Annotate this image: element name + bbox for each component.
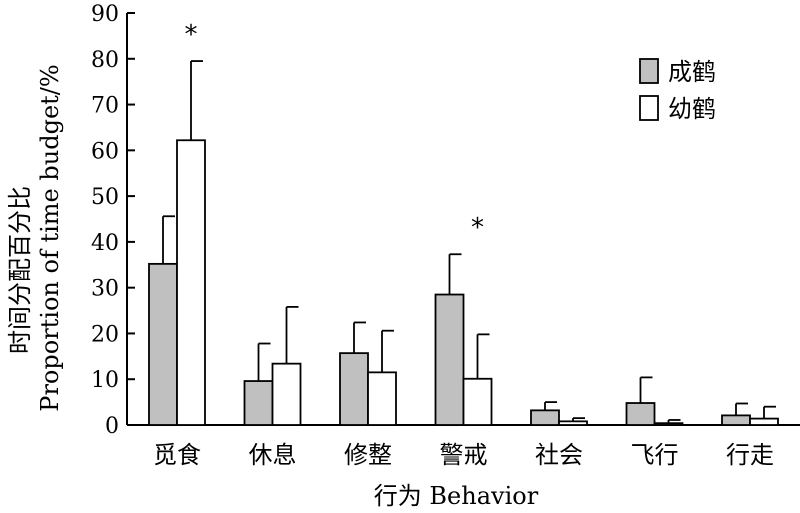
x-axis-title: 行为 Behavior <box>374 482 539 510</box>
y-axis-title-en-group: Proportion of time budget/% <box>36 64 64 411</box>
y-tick-label: 90 <box>91 2 119 27</box>
y-tick-label: 40 <box>91 231 119 256</box>
bar <box>367 371 397 426</box>
category-label: 飞行 <box>631 441 679 469</box>
bar <box>721 414 751 426</box>
bar <box>462 377 493 426</box>
y-tick-label: 20 <box>91 322 119 347</box>
legend-swatch <box>639 95 659 121</box>
category-label: 觅食 <box>153 441 201 469</box>
y-axis-title-en: Proportion of time budget/% <box>36 64 64 411</box>
y-tick-label: 0 <box>105 414 119 439</box>
bar <box>176 139 206 426</box>
y-axis-ticks: 0 10 20 30 40 50 60 70 80 90 <box>91 2 135 439</box>
bar <box>749 417 779 426</box>
legend-label: 幼鹤 <box>668 95 716 123</box>
bars: ** <box>148 20 779 426</box>
y-axis-title-group: 时间分配百分比 <box>6 186 34 354</box>
category-label: 社会 <box>535 441 583 469</box>
y-tick-label: 10 <box>91 368 119 393</box>
bar <box>339 352 369 426</box>
category-label: 行走 <box>726 441 774 469</box>
bar <box>434 293 465 426</box>
y-tick-label: 60 <box>91 139 119 164</box>
category-label: 修整 <box>344 441 392 469</box>
category-label: 休息 <box>249 441 297 469</box>
legend-swatch <box>639 58 659 84</box>
y-tick-label: 30 <box>91 277 119 302</box>
bar <box>653 422 684 426</box>
significance-marker: * <box>185 20 198 50</box>
bar <box>530 409 560 426</box>
y-tick-label: 80 <box>91 48 119 73</box>
significance-marker: * <box>471 213 484 243</box>
y-tick-label: 50 <box>91 185 119 210</box>
category-labels: 觅食 休息 修整 警戒 社会 飞行 行走 <box>153 441 774 469</box>
bar <box>625 402 656 426</box>
category-label: 警戒 <box>440 441 488 469</box>
bar <box>271 362 302 426</box>
legend-label: 成鹤 <box>668 58 716 86</box>
bar <box>148 262 178 426</box>
y-tick-label: 70 <box>91 94 119 119</box>
bar <box>243 380 274 426</box>
bar <box>558 420 588 426</box>
y-axis-title-cn: 时间分配百分比 <box>6 186 34 354</box>
